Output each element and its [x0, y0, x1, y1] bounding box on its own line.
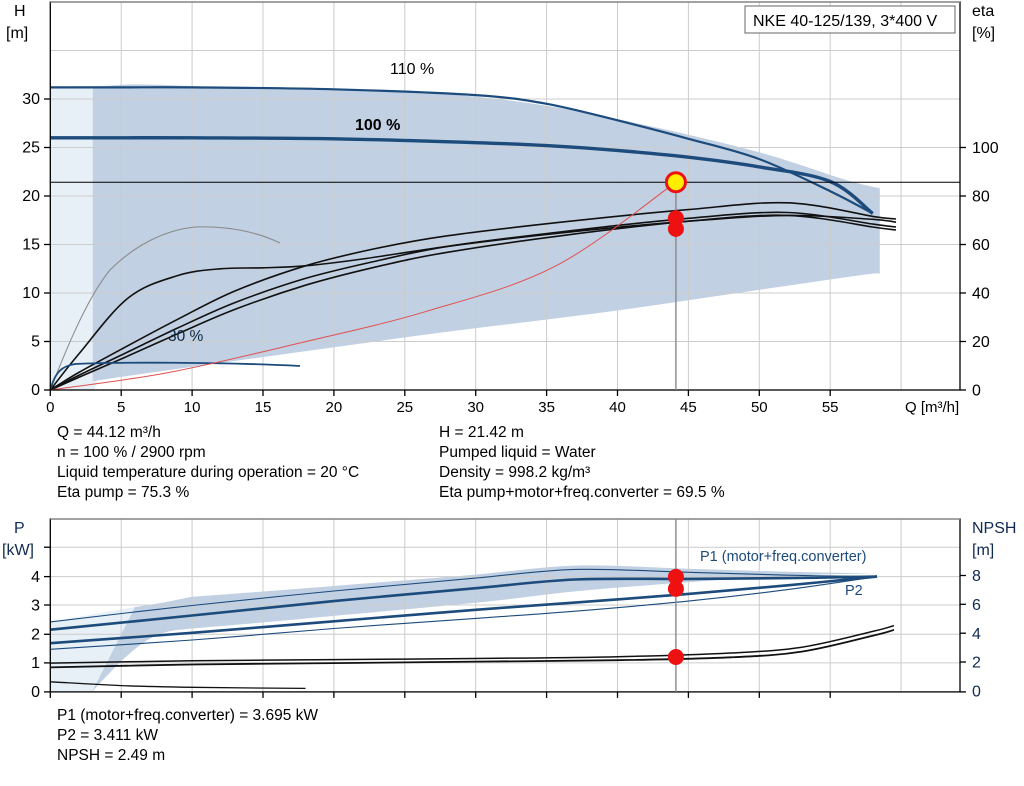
- svg-text:15: 15: [22, 237, 40, 254]
- svg-text:0: 0: [972, 684, 981, 701]
- svg-text:10: 10: [184, 399, 201, 416]
- svg-text:P2: P2: [845, 583, 863, 599]
- svg-text:100 %: 100 %: [355, 117, 400, 134]
- svg-text:1: 1: [31, 655, 40, 672]
- svg-text:[m]: [m]: [972, 542, 994, 559]
- svg-text:55: 55: [822, 399, 839, 416]
- svg-text:Liquid temperature during oper: Liquid temperature during operation = 20…: [57, 464, 359, 481]
- svg-text:4: 4: [972, 626, 981, 643]
- svg-text:n = 100 % / 2900 rpm: n = 100 % / 2900 rpm: [57, 444, 206, 461]
- svg-text:30: 30: [467, 399, 484, 416]
- svg-text:NPSH = 2.49 m: NPSH = 2.49 m: [57, 747, 165, 764]
- svg-text:45: 45: [680, 399, 697, 416]
- svg-text:8: 8: [972, 568, 981, 585]
- svg-text:0: 0: [972, 383, 981, 400]
- svg-text:10: 10: [22, 285, 40, 302]
- svg-text:80: 80: [972, 189, 990, 206]
- svg-text:20: 20: [22, 188, 40, 205]
- svg-text:NKE 40-125/139, 3*400 V: NKE 40-125/139, 3*400 V: [753, 13, 937, 30]
- svg-text:Pumped liquid = Water: Pumped liquid = Water: [439, 444, 596, 461]
- svg-text:[m]: [m]: [6, 25, 28, 42]
- svg-text:P1 (motor+freq.converter): P1 (motor+freq.converter): [700, 549, 866, 565]
- svg-text:Density = 998.2 kg/m³: Density = 998.2 kg/m³: [439, 464, 590, 481]
- svg-text:35: 35: [538, 399, 555, 416]
- svg-text:Eta pump = 75.3 %: Eta pump = 75.3 %: [57, 484, 189, 501]
- svg-text:P2 = 3.411 kW: P2 = 3.411 kW: [57, 727, 158, 744]
- svg-text:2: 2: [31, 627, 40, 644]
- svg-text:0: 0: [31, 382, 40, 399]
- svg-text:20: 20: [326, 399, 343, 416]
- svg-text:Q [m³/h]: Q [m³/h]: [905, 399, 959, 416]
- svg-text:15: 15: [255, 399, 272, 416]
- svg-text:40: 40: [972, 286, 990, 303]
- svg-text:0: 0: [31, 684, 40, 701]
- svg-text:0: 0: [46, 399, 54, 416]
- svg-text:30: 30: [22, 91, 40, 108]
- svg-text:30 %: 30 %: [168, 328, 204, 345]
- svg-text:H = 21.42 m: H = 21.42 m: [439, 424, 524, 441]
- svg-text:50: 50: [751, 399, 768, 416]
- svg-text:P1 (motor+freq.converter) = 3.: P1 (motor+freq.converter) = 3.695 kW: [57, 707, 318, 724]
- svg-text:2: 2: [972, 655, 981, 672]
- svg-text:25: 25: [22, 140, 40, 157]
- svg-text:5: 5: [117, 399, 125, 416]
- svg-text:Q = 44.12 m³/h: Q = 44.12 m³/h: [57, 424, 161, 441]
- svg-text:eta: eta: [972, 3, 994, 20]
- svg-text:40: 40: [609, 399, 626, 416]
- svg-text:[kW]: [kW]: [2, 542, 34, 559]
- svg-text:6: 6: [972, 597, 981, 614]
- svg-text:H: H: [14, 3, 26, 20]
- svg-text:5: 5: [31, 334, 40, 351]
- svg-text:100: 100: [972, 140, 999, 157]
- svg-text:20: 20: [972, 334, 990, 351]
- svg-text:Eta pump+motor+freq.converter: Eta pump+motor+freq.converter = 69.5 %: [439, 484, 725, 501]
- svg-text:25: 25: [396, 399, 413, 416]
- svg-text:P: P: [14, 520, 25, 537]
- svg-text:60: 60: [972, 237, 990, 254]
- svg-text:3: 3: [31, 598, 40, 615]
- svg-text:4: 4: [31, 569, 40, 586]
- svg-text:[%]: [%]: [972, 25, 995, 42]
- svg-text:NPSH: NPSH: [972, 520, 1016, 537]
- svg-text:110 %: 110 %: [390, 61, 434, 78]
